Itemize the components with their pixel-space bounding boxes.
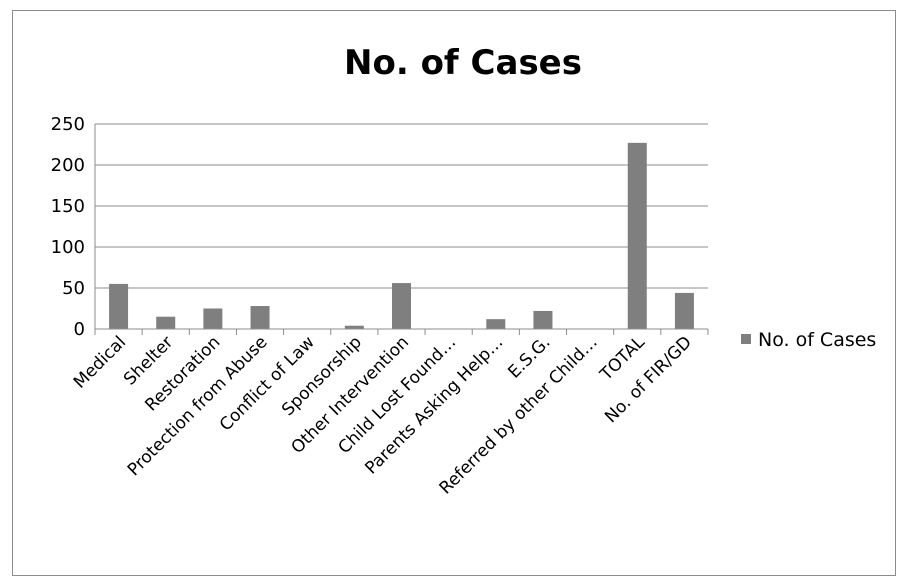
y-tick-label: 150 (51, 196, 85, 217)
bar (109, 283, 129, 329)
chart-title: No. of Cases (344, 43, 582, 83)
bar (392, 283, 411, 329)
x-tick-label: Medical (70, 332, 130, 392)
y-tick-label: 50 (62, 278, 85, 299)
y-tick-label: 250 (51, 114, 85, 135)
y-tick-label: 0 (74, 319, 85, 340)
y-tick-labels: 0 50 100 150 200 250 (51, 114, 85, 340)
gridlines (95, 123, 708, 289)
legend-swatch (741, 334, 751, 344)
bar (533, 310, 553, 329)
legend-label: No. of Cases (758, 329, 876, 351)
y-tick-label: 100 (51, 237, 85, 258)
bars (109, 142, 694, 329)
bar (203, 308, 223, 329)
chart-frame: No. of Cases 0 50 100 150 200 250 Medical Shel… (12, 10, 896, 576)
bar (156, 316, 176, 329)
bar (674, 292, 694, 329)
axes (94, 124, 709, 335)
bar-chart: No. of Cases 0 50 100 150 200 250 MedicalShel… (51, 43, 877, 498)
bar (344, 325, 364, 329)
bar (486, 319, 506, 329)
bar (627, 142, 647, 329)
bar (250, 306, 270, 329)
legend: No. of Cases (741, 329, 876, 351)
y-tick-label: 200 (51, 155, 85, 176)
